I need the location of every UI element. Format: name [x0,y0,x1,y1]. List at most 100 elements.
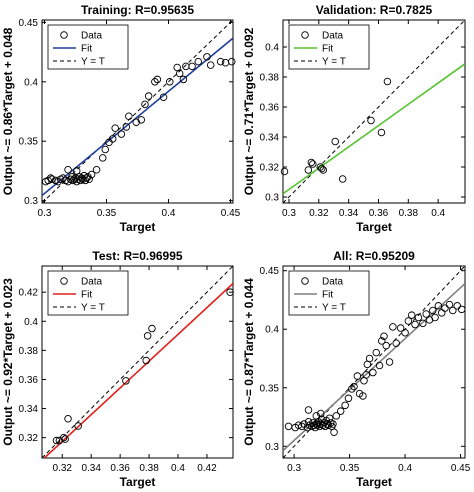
data-point [392,339,400,348]
data-point [101,145,110,154]
data-point [59,174,67,182]
identity-line [42,266,233,458]
data-point [159,93,168,101]
data-point [401,328,409,337]
data-point [325,414,334,422]
legend-entry-identity: Y = T [322,303,346,314]
legend-entry-fit: Fit [81,290,92,301]
data-point [312,412,321,420]
data-point [411,320,419,329]
y-tick-label: 0.3 [265,193,279,204]
data-point [203,53,211,61]
y-tick-label: 0.42 [19,288,39,299]
data-point [318,164,326,173]
legend-entry-fit: Fit [322,44,333,55]
data-point [54,177,62,186]
x-tick-label: 0.32 [309,208,329,219]
data-point [61,435,69,443]
chart-title: Training: R=0.95635 [81,3,194,17]
data-point [141,100,149,109]
data-point [419,319,427,328]
y-tick-label: 0.4 [265,43,279,54]
data-point [309,160,317,168]
data-point [137,116,145,124]
data-point [429,306,437,315]
y-tick-label: 0.35 [260,383,280,394]
data-point [228,57,236,66]
x-tick-label: 0.3 [282,208,296,219]
data-point [382,341,390,350]
data-point [414,313,423,322]
panel-all: All: R=0.95209 0.3 0.35 0.4 0.45 0.3 0.35 0.4 0.… [242,249,471,489]
legend-entry-data: Data [81,277,103,288]
fit-line [283,63,465,195]
data-point [341,401,349,410]
data-point [44,176,52,185]
data-point [80,171,88,180]
data-point [303,423,312,432]
data-point [307,158,316,167]
data-point [336,407,345,415]
chart-title: Test: R=0.96995 [92,249,182,263]
panel-validation: Validation: R=0.7825 0.3 0.32 0.34 0.36 0.38 0… [242,3,466,234]
data-point [122,377,130,385]
data-point [165,78,174,86]
x-tick-label: 0.42 [197,463,217,474]
data-point [142,356,150,365]
x-axis-label: Target [120,475,156,489]
y-axis-label: Output ~= 0.86*Target + 0.048 [1,27,15,195]
data-point [48,175,56,183]
y-tick-label: 0.3 [24,196,38,207]
data-point [74,422,82,430]
data-point [311,423,319,432]
data-point [338,175,347,183]
data-point [449,306,457,315]
data-point [404,317,413,325]
data-point [344,394,353,403]
x-tick-label: 0.4 [171,463,185,474]
data-point [194,57,203,66]
data-point [144,92,153,100]
x-tick-label: 0.35 [97,208,117,219]
data-point [324,421,333,429]
x-tick-label: 0.32 [53,463,73,474]
y-tick-label: 0.36 [260,103,280,114]
x-tick-label: 0.35 [340,463,360,474]
data-point [92,165,101,174]
data-point [85,175,93,183]
data-point [372,348,380,357]
data-point [46,174,55,182]
y-tick-label: 0.4 [24,77,38,88]
data-point [72,167,81,175]
data-point [206,61,215,69]
data-point [280,167,289,176]
data-point [367,116,375,125]
data-point [87,170,96,179]
data-point [64,165,72,174]
x-tick-label: 0.4 [431,208,445,219]
legend-box [47,24,129,70]
y-tick-label: 0.45 [19,18,39,29]
data-point [445,300,454,309]
legend-entry-identity: Y = T [81,303,105,314]
data-point [385,358,394,366]
line-layer [42,266,233,458]
y-tick-label: 0.34 [19,404,39,415]
data-point [332,412,341,420]
data-point [353,372,362,380]
data-point [148,324,156,333]
y-axis-label: Output ~= 0.71*Target + 0.092 [242,27,256,195]
line-layer [283,20,465,203]
data-point [383,77,392,86]
data-point [434,302,443,310]
x-tick-label: 0.38 [139,463,159,474]
data-point [407,311,416,319]
legend-data-marker [60,277,68,285]
legend-box [288,270,370,316]
chart-title: All: R=0.95209 [333,249,415,263]
data-point [304,406,313,414]
fit-line [43,282,233,458]
legend-entry-data: Data [322,31,344,42]
y-tick-label: 0.35 [19,137,39,148]
data-point [175,69,184,78]
